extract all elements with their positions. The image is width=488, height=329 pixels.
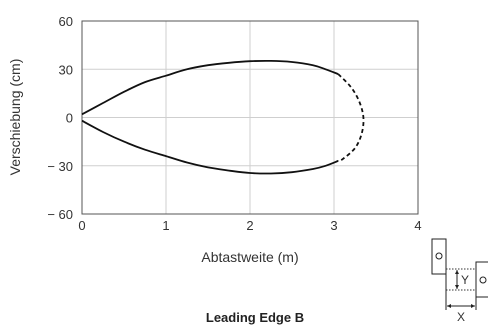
x-axis-label: Abtastweite (m) [201,249,298,265]
x-arrow-head-right [471,304,475,308]
x-tick-label: 3 [330,218,337,233]
x-tick-label: 1 [162,218,169,233]
sensor-right-dot [479,276,487,284]
x-arrow-head-left [447,304,451,308]
y-arrow-head-bottom [455,285,459,289]
setup-diagram: Y X [431,238,488,324]
y-arrow-head-top [455,270,459,274]
plot-frame [81,20,419,215]
chart-title: Leading Edge B [206,310,304,325]
y-tick-label: 30 [59,62,73,77]
y-dim-label: Y [461,273,469,287]
x-tick-label: 4 [414,218,421,233]
series-line [81,119,339,175]
sensor-right [475,261,488,298]
y-tick-label: 60 [59,14,73,29]
series-line [81,59,339,116]
series-line-dashed [337,73,365,162]
sensor-left [431,238,447,275]
y-tick-label: − 30 [47,159,73,174]
y-tick-label: − 60 [47,207,73,222]
y-axis-label: Verschiebung (cm) [7,59,23,176]
x-dim-label: X [457,310,465,324]
x-tick-labels: 0 1 2 3 4 [78,218,421,233]
sensor-left-dot [435,252,443,260]
x-tick-label: 0 [78,218,85,233]
series-group [81,59,365,175]
y-tick-labels: 60 30 0 − 30 − 60 [47,14,73,222]
x-tick-label: 2 [246,218,253,233]
y-tick-label: 0 [66,111,73,126]
grid [82,21,418,214]
